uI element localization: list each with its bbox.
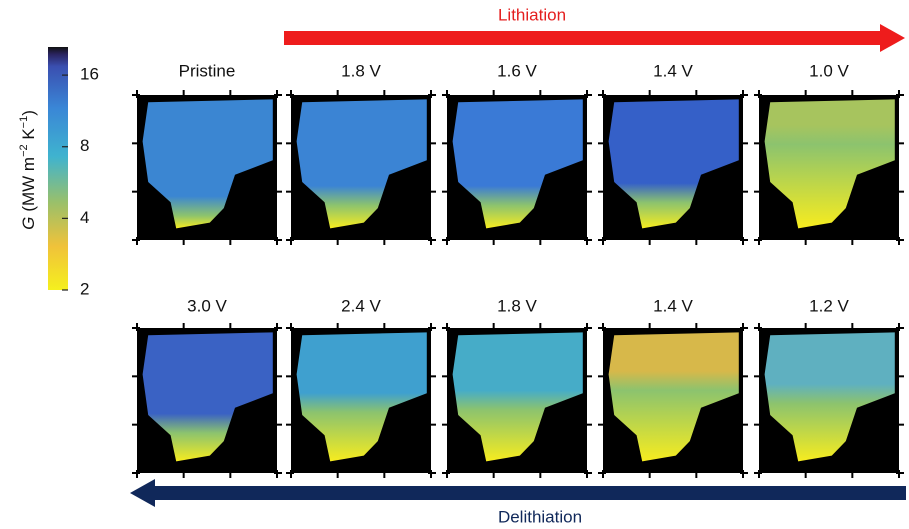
colorbar-tick-label: 2 bbox=[80, 279, 89, 298]
panel bbox=[598, 323, 748, 478]
panels bbox=[132, 90, 904, 478]
heatmap bbox=[608, 332, 739, 462]
panel-label: 1.4 V bbox=[653, 61, 693, 80]
panel bbox=[754, 323, 904, 478]
delithiation-arrowhead bbox=[130, 479, 155, 507]
heatmap bbox=[608, 99, 739, 229]
colorbar-tick-label: 4 bbox=[80, 208, 89, 227]
lithiation-label: Lithiation bbox=[498, 5, 566, 24]
panel-label: 1.2 V bbox=[809, 296, 849, 315]
colorbar-tick-label: 16 bbox=[80, 65, 99, 84]
panel bbox=[754, 90, 904, 245]
heatmap bbox=[296, 99, 427, 229]
panel-label: 1.4 V bbox=[653, 296, 693, 315]
colorbar-label-part: G bbox=[19, 217, 38, 230]
panel bbox=[442, 323, 592, 478]
heatmap bbox=[142, 99, 273, 229]
colorbar-label-part: K bbox=[19, 128, 38, 145]
panel-label: 1.8 V bbox=[497, 296, 537, 315]
panel bbox=[286, 323, 436, 478]
heatmap bbox=[296, 332, 427, 462]
panel bbox=[286, 90, 436, 245]
colorbar bbox=[48, 47, 68, 290]
panel bbox=[132, 90, 282, 245]
heatmap bbox=[764, 332, 895, 462]
panel-label: 2.4 V bbox=[341, 296, 381, 315]
panel-label: 3.0 V bbox=[187, 296, 227, 315]
panel bbox=[132, 323, 282, 478]
colorbar-label-part: ) bbox=[19, 110, 38, 116]
heatmap bbox=[764, 99, 895, 229]
colorbar-label-part: −2 bbox=[18, 144, 30, 157]
colorbar-tick-label: 8 bbox=[80, 136, 89, 155]
delithiation-label: Delithiation bbox=[498, 507, 582, 526]
panel-label: Pristine bbox=[179, 61, 236, 80]
heatmap bbox=[142, 332, 273, 462]
panel-label: 1.6 V bbox=[497, 61, 537, 80]
heatmap bbox=[452, 99, 583, 229]
panel bbox=[598, 90, 748, 245]
panel-label: 1.0 V bbox=[809, 61, 849, 80]
heatmap bbox=[452, 332, 583, 462]
colorbar-label-part: (MW m bbox=[19, 157, 38, 212]
lithiation-arrowhead bbox=[880, 24, 905, 52]
colorbar-label-part: −1 bbox=[18, 116, 30, 129]
panel-label: 1.8 V bbox=[341, 61, 381, 80]
colorbar-label: G (MW m−2 K−1) bbox=[18, 110, 39, 230]
panel bbox=[442, 90, 592, 245]
